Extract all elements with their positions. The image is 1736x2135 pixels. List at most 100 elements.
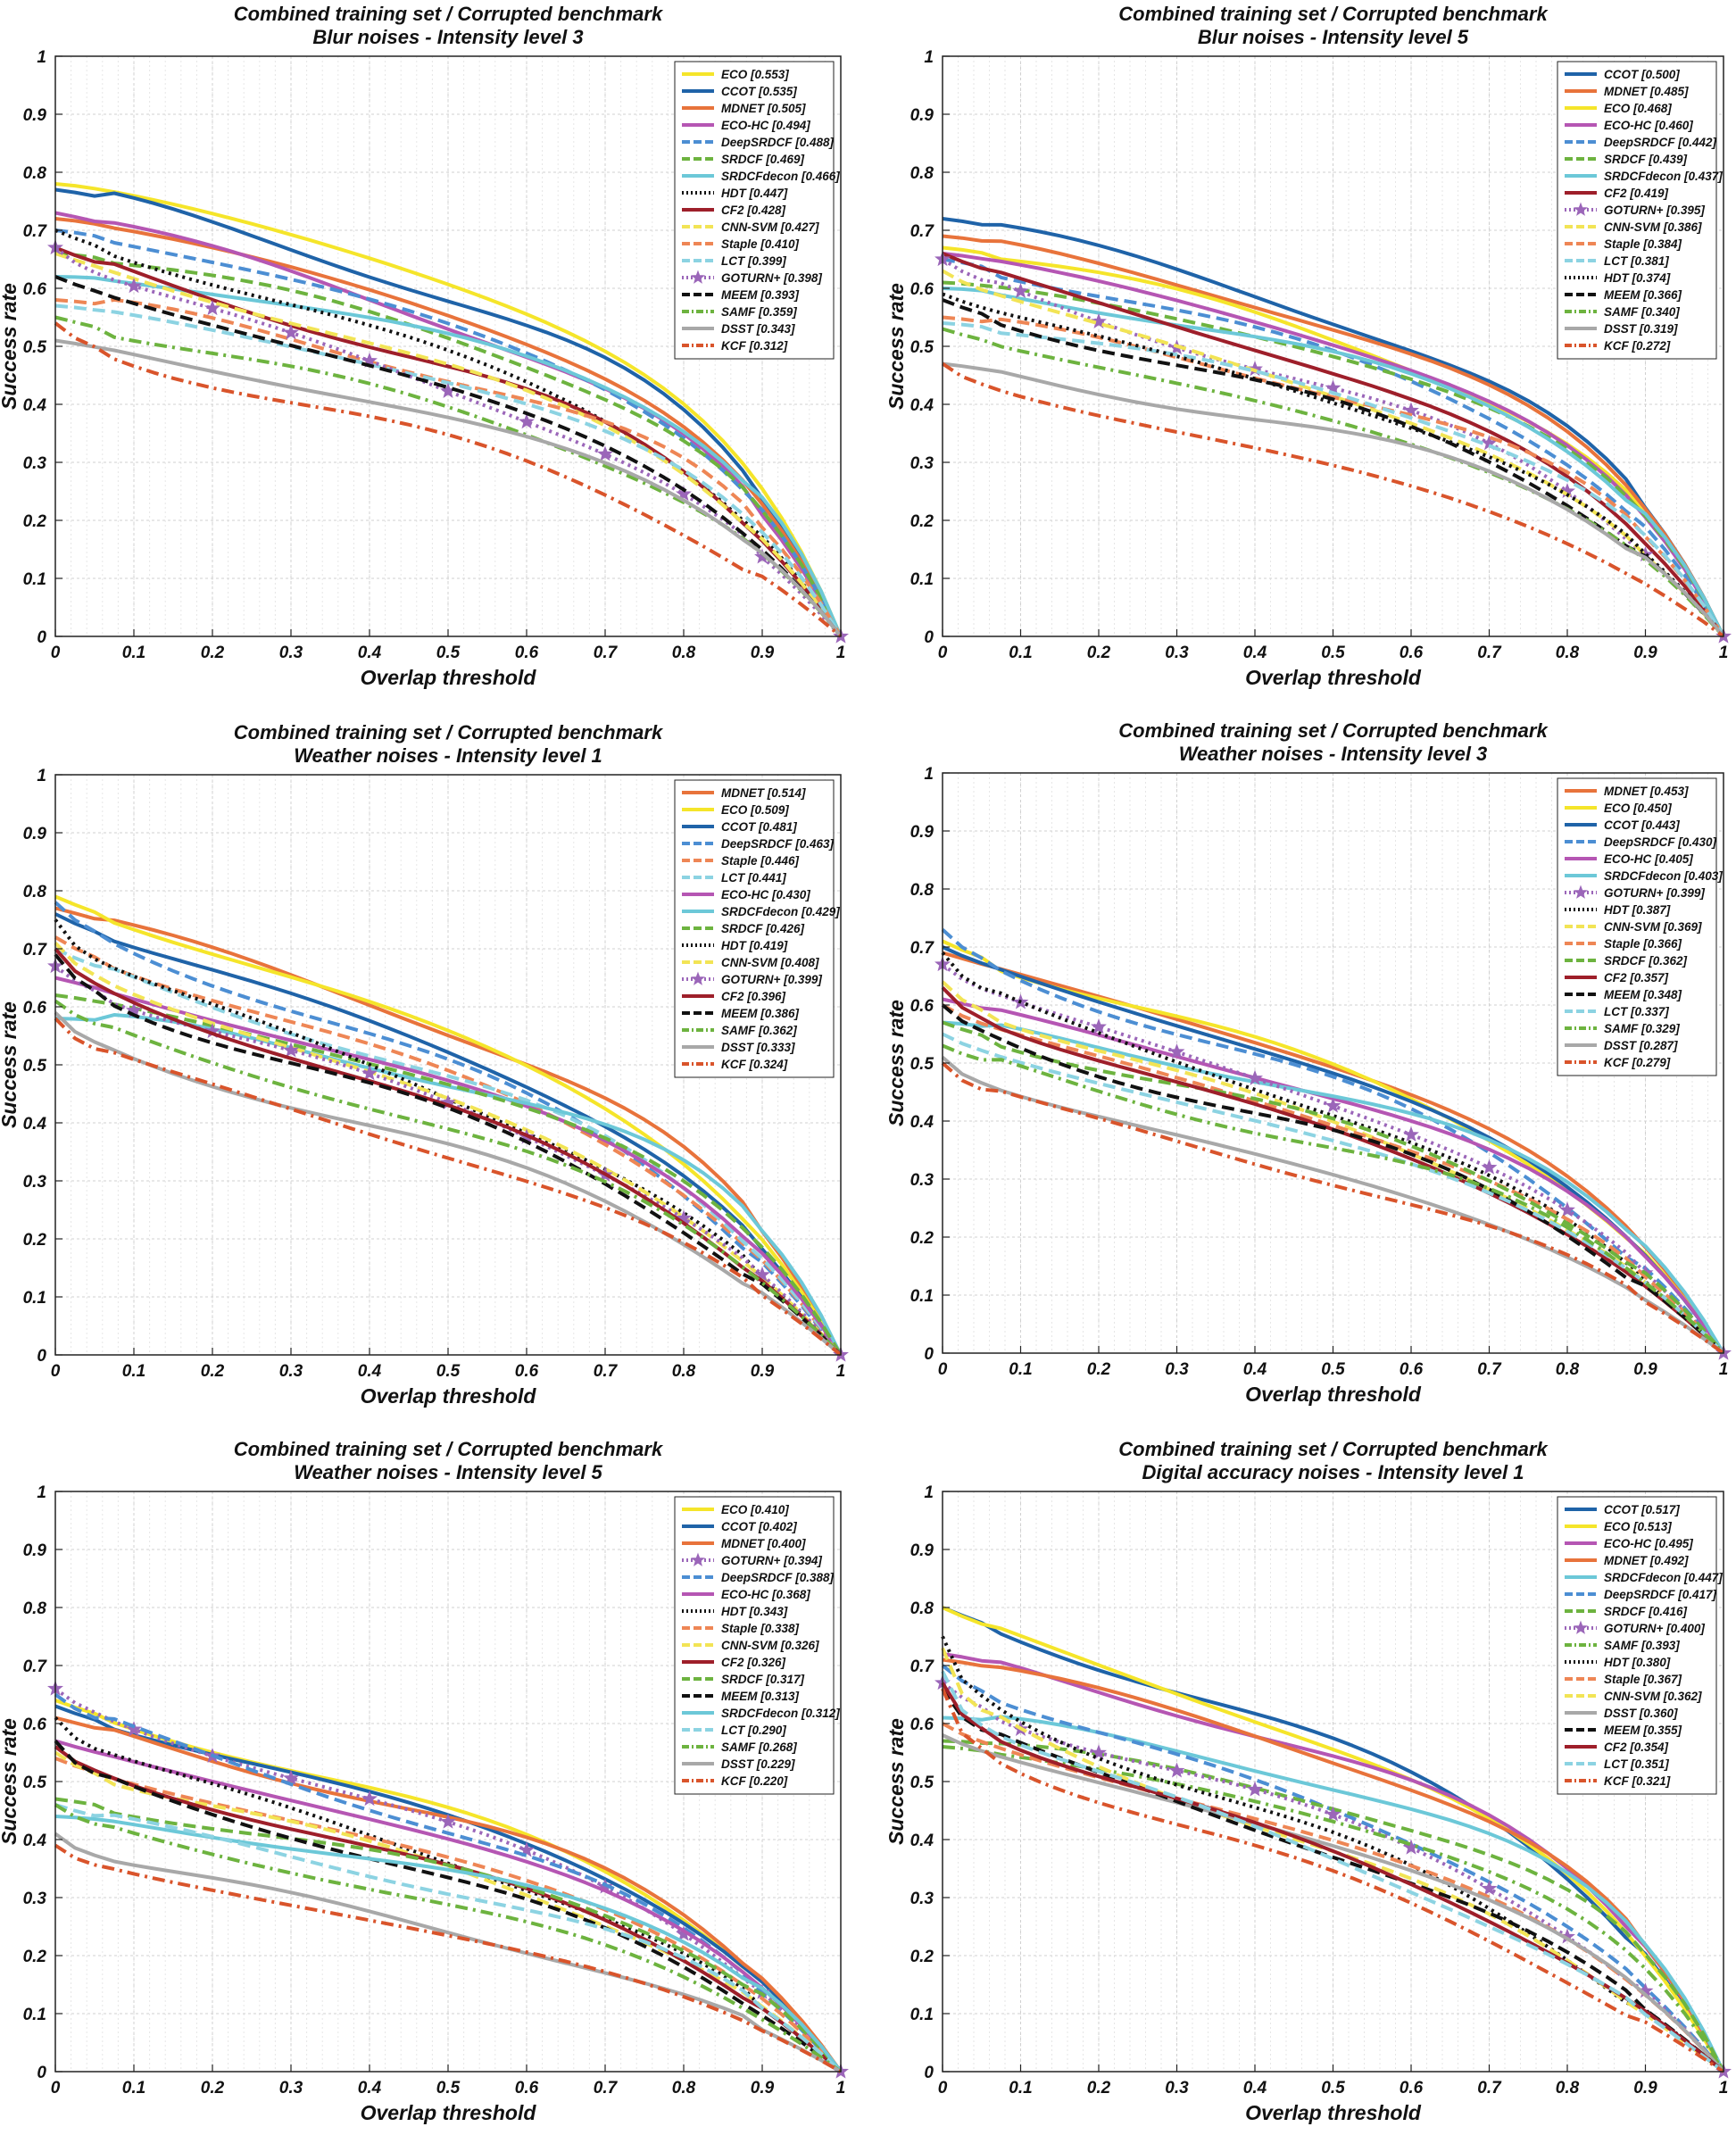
legend: ECO [0.553] CCOT [0.535] MDNET [0.505] ECO-… xyxy=(674,61,840,360)
x-tick-label: 0.2 xyxy=(201,644,225,662)
legend-entry: MDNET [0.400] xyxy=(721,1537,806,1550)
y-tick-label: 0.1 xyxy=(910,1287,934,1306)
y-axis-label: Success rate xyxy=(0,283,21,410)
series-line-eco-hc xyxy=(54,1739,843,2073)
legend-entry: MEEM [0.313] xyxy=(721,1690,800,1703)
x-tick-label: 0.7 xyxy=(594,644,619,662)
series-line-cnn-svm xyxy=(941,980,1725,1355)
y-tick-label: 0.8 xyxy=(910,881,934,900)
series-marker-star xyxy=(283,1042,299,1058)
legend-entry: CCOT [0.481] xyxy=(721,820,797,834)
y-tick-label: 0.6 xyxy=(910,1715,934,1734)
series-line-ccot xyxy=(942,1606,1725,2073)
chart-title: Combined training set / Corrupted benchm… xyxy=(234,3,664,25)
series-line-dsst xyxy=(942,361,1725,638)
legend-entry: ECO-HC [0.494] xyxy=(721,119,810,132)
y-tick-label: 0 xyxy=(924,1345,934,1364)
legend-entry: CF2 [0.357] xyxy=(1604,971,1669,984)
legend-entry: DSST [0.333] xyxy=(721,1041,795,1054)
legend-entry: DSST [0.287] xyxy=(1604,1039,1678,1052)
legend-entry: ECO-HC [0.495] xyxy=(1604,1537,1693,1550)
y-tick-label: 0.2 xyxy=(910,1229,934,1248)
legend-entry: HDT [0.374] xyxy=(1604,271,1671,285)
y-tick-label: 0.3 xyxy=(23,454,47,473)
y-tick-label: 0.8 xyxy=(910,164,934,183)
x-tick-label: 0.8 xyxy=(672,1362,696,1381)
x-tick-label: 0.2 xyxy=(1087,2079,1111,2098)
y-tick-label: 0.7 xyxy=(23,1657,48,1676)
series-line-lct xyxy=(54,947,843,1357)
y-tick-label: 0.5 xyxy=(23,338,47,357)
y-tick-label: 0.8 xyxy=(23,164,47,183)
legend-entry: SRDCF [0.469] xyxy=(721,153,805,166)
x-tick-label: 0.4 xyxy=(1243,1360,1267,1379)
series-marker-star xyxy=(597,445,613,461)
chart-subtitle: Weather noises - Intensity level 3 xyxy=(1179,743,1488,765)
y-tick-label: 0.8 xyxy=(23,883,47,901)
legend-entry: SAMF [0.268] xyxy=(721,1740,797,1754)
x-tick-label: 0.9 xyxy=(1633,1360,1657,1379)
y-tick-label: 0.7 xyxy=(23,222,48,241)
y-tick-label: 0.6 xyxy=(23,999,47,1018)
x-tick-label: 0.7 xyxy=(594,1362,619,1381)
x-tick-label: 0.1 xyxy=(122,644,145,662)
x-tick-label: 0.3 xyxy=(1165,2079,1189,2098)
legend-entry: DeepSRDCF [0.430] xyxy=(1604,835,1717,849)
y-tick-label: 0 xyxy=(924,628,934,647)
x-tick-label: 0.1 xyxy=(1009,644,1032,662)
legend-entry: GOTURN+ [0.399] xyxy=(721,973,822,986)
y-tick-label: 0.9 xyxy=(23,1541,47,1560)
x-tick-label: 0.5 xyxy=(436,644,461,662)
legend-entry: CCOT [0.517] xyxy=(1604,1503,1680,1516)
legend-entry: CF2 [0.396] xyxy=(721,990,786,1003)
y-tick-label: 0 xyxy=(924,2064,934,2082)
x-tick-label: 0.3 xyxy=(1165,644,1189,662)
legend-entry: DeepSRDCF [0.488] xyxy=(721,136,835,149)
x-tick-label: 1 xyxy=(836,2079,846,2098)
x-tick-label: 1 xyxy=(1719,644,1729,662)
legend-star-marker xyxy=(690,971,706,985)
y-tick-label: 0.9 xyxy=(23,825,47,843)
legend-entry: DSST [0.319] xyxy=(1604,322,1678,336)
legend-entry: CCOT [0.402] xyxy=(721,1520,797,1533)
x-axis-label: Overlap threshold xyxy=(361,1384,537,1408)
legend-entry: MDNET [0.453] xyxy=(1604,785,1689,798)
legend-entry: CF2 [0.354] xyxy=(1604,1740,1669,1754)
x-tick-label: 0.4 xyxy=(358,1362,382,1381)
y-tick-label: 0.9 xyxy=(23,106,47,125)
y-tick-label: 0 xyxy=(37,1347,46,1366)
series-line-samf xyxy=(942,1043,1725,1355)
series-line-srdcf xyxy=(54,993,843,1357)
x-axis-label: Overlap threshold xyxy=(361,2101,537,2124)
chart-subtitle: Weather noises - Intensity level 1 xyxy=(294,744,602,767)
y-tick-label: 0.5 xyxy=(23,1057,47,1076)
x-tick-label: 0.2 xyxy=(201,1362,225,1381)
series-line-eco xyxy=(942,1606,1725,2073)
series-marker-star xyxy=(204,300,220,316)
legend-entry: ECO-HC [0.405] xyxy=(1604,852,1693,866)
x-tick-label: 0 xyxy=(51,1362,61,1381)
x-tick-label: 0.7 xyxy=(594,2079,619,2098)
legend-star-marker xyxy=(1573,202,1589,216)
series-line-cnn-svm xyxy=(54,942,843,1357)
legend-star-marker xyxy=(690,270,706,284)
y-tick-label: 0.3 xyxy=(910,1890,934,1908)
series-line-staple xyxy=(54,935,843,1357)
series-line-meem xyxy=(54,953,843,1357)
legend-entry: SRDCF [0.416] xyxy=(1604,1605,1688,1618)
x-tick-label: 0.6 xyxy=(1400,644,1424,662)
legend-star-marker xyxy=(1573,1620,1589,1634)
legend-entry: Staple [0.366] xyxy=(1604,937,1682,951)
series-marker-star xyxy=(126,278,142,294)
legend-entry: CF2 [0.419] xyxy=(1604,187,1669,200)
legend: CCOT [0.517] ECO [0.513] ECO-HC [0.495] MDN… xyxy=(1557,1496,1723,1795)
series-line-dsst xyxy=(54,1832,842,2073)
series-marker-star xyxy=(754,1266,770,1282)
legend-entry: MEEM [0.366] xyxy=(1604,288,1682,302)
series-line-kcf xyxy=(941,1688,1725,2073)
legend-entry: CCOT [0.443] xyxy=(1604,818,1680,832)
legend-entry: DeepSRDCF [0.442] xyxy=(1604,136,1717,149)
series-line-mdnet xyxy=(942,1657,1725,2073)
series-line-kcf xyxy=(54,1843,842,2073)
series-marker-star xyxy=(1325,1806,1341,1822)
